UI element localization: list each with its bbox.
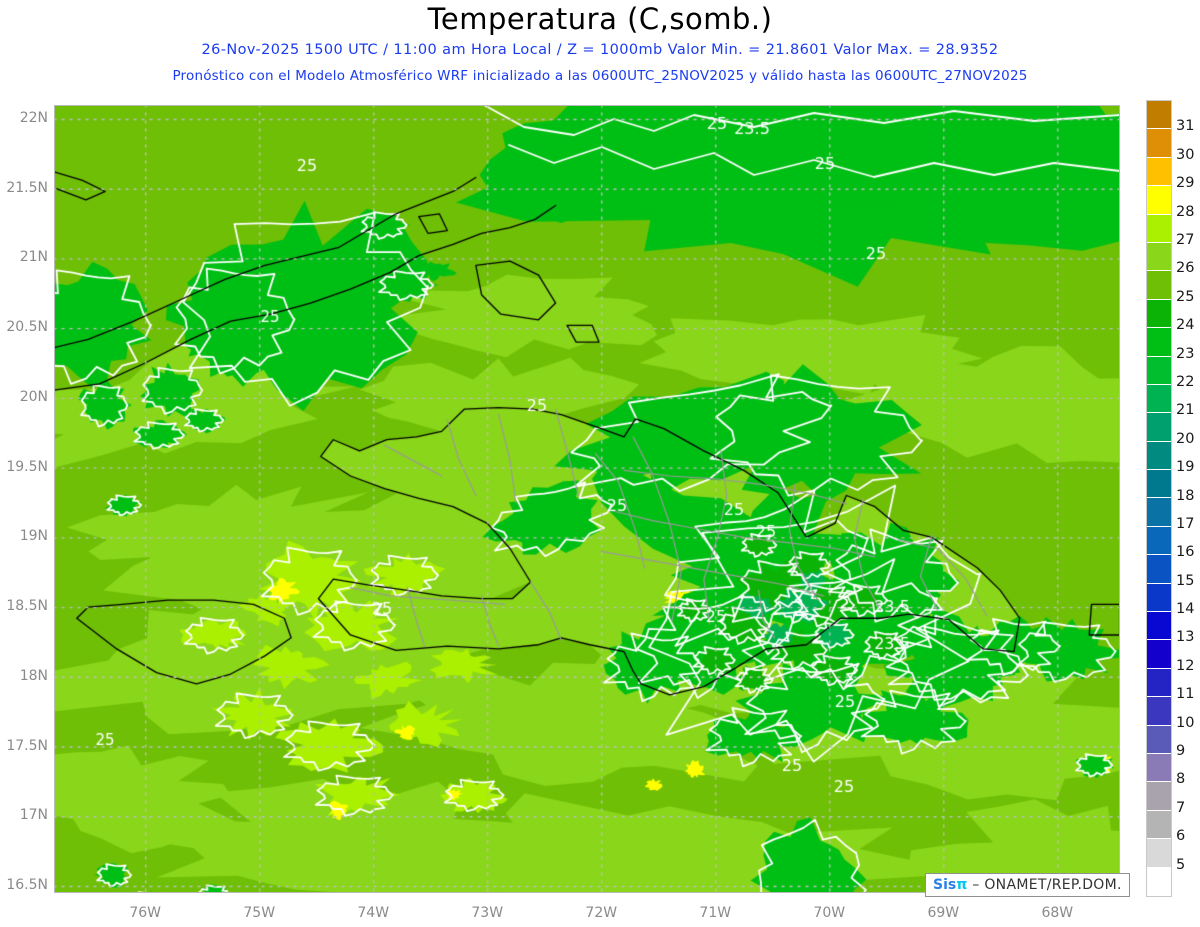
y-tick-label: 21.5N (6, 179, 48, 196)
colorbar-tick-label: 19 (1176, 459, 1195, 476)
y-tick-label: 21N (19, 249, 48, 266)
colorbar-swatch (1147, 583, 1171, 613)
colorbar-swatch (1147, 839, 1171, 868)
y-tick-label: 16.5N (6, 877, 48, 894)
y-tick-label: 18.5N (6, 598, 48, 615)
colorbar-tick-label: 16 (1176, 544, 1195, 561)
colorbar-tick-label: 31 (1176, 118, 1195, 135)
colorbar-tick-label: 21 (1176, 402, 1195, 419)
colorbar-tick-label: 25 (1176, 288, 1195, 305)
colorbar-swatch (1147, 612, 1171, 641)
colorbar-swatch (1147, 242, 1171, 272)
colorbar-tick-label: 6 (1176, 828, 1186, 845)
colorbar-tick-label: 12 (1176, 657, 1195, 674)
colorbar-tick-label: 13 (1176, 629, 1195, 646)
colorbar-swatch (1147, 413, 1171, 442)
map-plot-area[interactable] (54, 105, 1120, 893)
y-tick-label: 20.5N (6, 319, 48, 336)
colorbar[interactable] (1146, 100, 1172, 897)
x-tick-label: 75W (243, 905, 276, 921)
colorbar-swatch (1147, 668, 1171, 698)
colorbar-tick-label: 15 (1176, 572, 1195, 589)
colorbar-tick-label: 8 (1176, 771, 1186, 788)
y-tick-label: 19.5N (6, 458, 48, 475)
colorbar-swatch (1147, 157, 1171, 187)
colorbar-tick-label: 11 (1176, 686, 1195, 703)
colorbar-tick-label: 23 (1176, 345, 1195, 362)
logo-pi-icon: π (956, 877, 968, 893)
colorbar-swatch (1147, 526, 1171, 556)
colorbar-swatch (1147, 498, 1171, 527)
colorbar-tick-label: 29 (1176, 175, 1195, 192)
y-tick-label: 17.5N (6, 737, 48, 754)
y-tick-label: 20N (19, 388, 48, 405)
temperature-shaded-map (54, 105, 1120, 893)
x-tick-label: 73W (471, 905, 504, 921)
colorbar-swatch (1147, 867, 1171, 896)
colorbar-swatch (1147, 640, 1171, 669)
provider-logo: Sis π – ONAMET/REP.DOM. (925, 873, 1130, 897)
colorbar-swatch (1147, 214, 1171, 243)
x-tick-label: 70W (813, 905, 846, 921)
subtitle-model-info: Pronóstico con el Modelo Atmosférico WRF… (172, 68, 1028, 84)
colorbar-swatch (1147, 328, 1171, 357)
x-tick-label: 76W (129, 905, 162, 921)
colorbar-swatch (1147, 697, 1171, 726)
x-tick-label: 71W (699, 905, 732, 921)
y-tick-label: 19N (19, 528, 48, 545)
colorbar-swatch (1147, 555, 1171, 584)
colorbar-tick-label: 20 (1176, 430, 1195, 447)
colorbar-tick-label: 14 (1176, 601, 1195, 618)
colorbar-tick-label: 5 (1176, 856, 1186, 873)
subtitle-run-info: 26-Nov-2025 1500 UTC / 11:00 am Hora Loc… (201, 42, 999, 58)
colorbar-tick-label: 24 (1176, 317, 1195, 334)
x-tick-label: 72W (585, 905, 618, 921)
logo-sis-text: Sis (933, 877, 957, 893)
x-tick-label: 74W (357, 905, 390, 921)
colorbar-swatch (1147, 356, 1171, 385)
colorbar-swatch (1147, 753, 1171, 783)
colorbar-swatch (1147, 384, 1171, 414)
y-tick-label: 22N (19, 109, 48, 126)
logo-org-text: – ONAMET/REP.DOM. (972, 877, 1122, 893)
y-tick-label: 17N (19, 807, 48, 824)
x-tick-label: 68W (1041, 905, 1074, 921)
colorbar-tick-label: 9 (1176, 743, 1186, 760)
colorbar-swatch (1147, 470, 1171, 499)
colorbar-tick-label: 18 (1176, 487, 1195, 504)
colorbar-tick-label: 7 (1176, 799, 1186, 816)
colorbar-swatch (1147, 782, 1171, 811)
colorbar-swatch (1147, 810, 1171, 840)
colorbar-tick-label: 17 (1176, 515, 1195, 532)
colorbar-tick-label: 28 (1176, 203, 1195, 220)
colorbar-swatch (1147, 271, 1171, 300)
colorbar-tick-label: 22 (1176, 373, 1195, 390)
colorbar-swatch (1147, 101, 1171, 130)
y-tick-label: 18N (19, 667, 48, 684)
colorbar-swatch (1147, 186, 1171, 215)
colorbar-swatch (1147, 299, 1171, 329)
page-title: Temperatura (C,somb.) (427, 2, 773, 36)
x-tick-label: 69W (927, 905, 960, 921)
colorbar-swatch (1147, 725, 1171, 754)
colorbar-tick-label: 26 (1176, 260, 1195, 277)
colorbar-tick-label: 30 (1176, 146, 1195, 163)
colorbar-tick-label: 27 (1176, 231, 1195, 248)
colorbar-swatch (1147, 441, 1171, 471)
colorbar-swatch (1147, 129, 1171, 158)
colorbar-tick-label: 10 (1176, 714, 1195, 731)
